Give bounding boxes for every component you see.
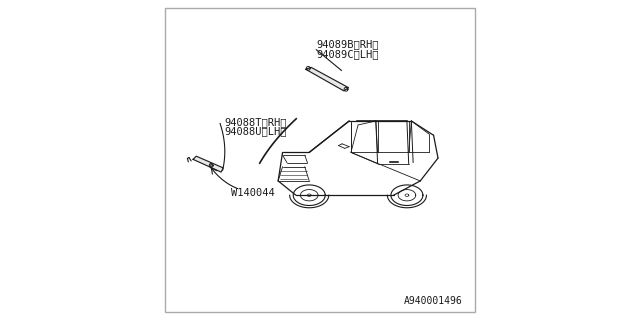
Polygon shape (193, 156, 223, 172)
Text: 94088T〈RH〉: 94088T〈RH〉 (225, 117, 287, 127)
Text: 94088U〈LH〉: 94088U〈LH〉 (225, 126, 287, 136)
Text: 94089B〈RH〉: 94089B〈RH〉 (317, 39, 380, 49)
Text: A940001496: A940001496 (404, 296, 463, 306)
Text: W140044: W140044 (231, 188, 275, 198)
Polygon shape (306, 68, 349, 91)
Text: 94089C〈LH〉: 94089C〈LH〉 (317, 49, 380, 59)
